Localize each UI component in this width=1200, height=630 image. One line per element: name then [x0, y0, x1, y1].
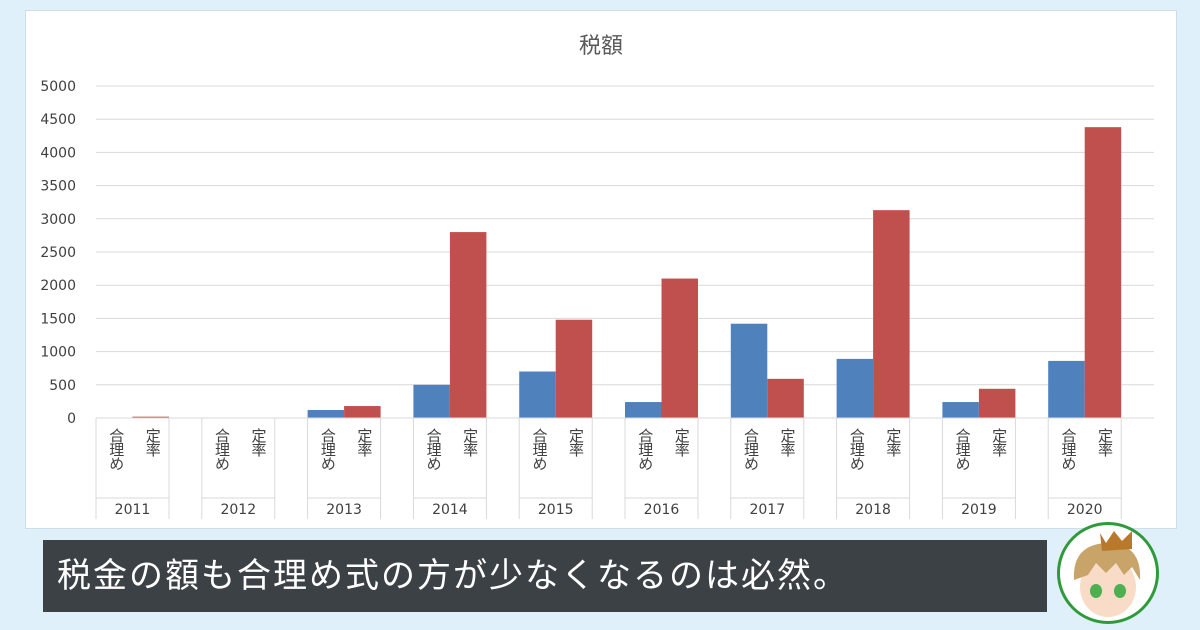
x-series-label: 定率: [1096, 428, 1114, 457]
x-category-label: 2017: [749, 502, 785, 518]
x-series-label: 定率: [461, 428, 479, 457]
bar-2014-合理め: [413, 384, 450, 418]
y-tick-label: 2500: [40, 245, 76, 261]
bar-2011-定率: [132, 416, 169, 418]
y-tick-label: 3500: [40, 179, 76, 195]
bar-2019-合理め: [942, 402, 979, 418]
x-category-label: 2014: [432, 502, 468, 518]
bar-chart: 税額 0 500 1000 1500 2000 2500 3000 3500 4000 4500 5…: [40, 34, 1154, 519]
bar-2020-定率: [1084, 127, 1122, 418]
bar-2015-合理め: [519, 371, 556, 418]
x-series-label: 定率: [355, 428, 373, 457]
x-series-label: 定率: [144, 428, 162, 457]
x-category-label: 2012: [220, 502, 256, 518]
x-series-label: 定率: [567, 428, 585, 457]
x-series-label: 定率: [673, 428, 691, 457]
x-series-label: 定率: [250, 428, 268, 457]
y-tick-label: 4000: [40, 145, 76, 161]
bar-2013-定率: [344, 406, 381, 418]
y-tick-label: 5000: [40, 79, 76, 95]
x-category-label: 2020: [1067, 502, 1103, 518]
chart-panel: 税額 0 500 1000 1500 2000 2500 3000 3500 4000 4500 5…: [25, 10, 1177, 529]
caption-banner: 税金の額も合理め式の方が少なくなるのは必然。: [43, 540, 1047, 612]
y-tick-label: 3000: [40, 212, 76, 228]
y-tick-label: 4500: [40, 112, 76, 128]
x-series-label: 合理め: [213, 428, 231, 471]
bar-2018-合理め: [836, 358, 874, 418]
y-tick-label: 2000: [40, 278, 76, 294]
chart-title: 税額: [579, 34, 623, 59]
x-category-label: 2018: [855, 502, 891, 518]
bar-2017-定率: [767, 378, 804, 418]
x-category-label: 2013: [326, 502, 362, 518]
bar-2014-定率: [449, 232, 487, 418]
bar-2019-定率: [978, 388, 1016, 418]
y-tick-label: 1500: [40, 311, 76, 327]
x-series-label: 合理め: [107, 428, 125, 471]
y-tick-label: 0: [67, 411, 76, 427]
x-series-label: 合理め: [425, 428, 443, 471]
x-category-label: 2016: [644, 502, 680, 518]
bar-2016-合理め: [625, 402, 662, 418]
x-series-label: 合理め: [1059, 428, 1077, 471]
x-series-label: 合理め: [848, 428, 866, 471]
bar-2016-定率: [661, 278, 698, 418]
x-series-label: 合理め: [530, 428, 548, 471]
x-series-label: 合理め: [636, 428, 654, 471]
x-series-label: 合理め: [742, 428, 760, 471]
x-series-label: 定率: [779, 428, 797, 457]
x-series-label: 定率: [884, 428, 902, 457]
x-series-label: 合理め: [319, 428, 337, 471]
bar-2018-定率: [873, 210, 910, 418]
y-tick-label: 500: [49, 378, 76, 394]
x-series-label: 定率: [990, 428, 1008, 457]
bar-2015-定率: [555, 319, 593, 418]
bar-2017-合理め: [730, 323, 768, 418]
x-category-label: 2011: [115, 502, 151, 518]
x-category-label: 2019: [961, 502, 997, 518]
crowned-character-avatar-icon: [1057, 522, 1159, 624]
x-category-label: 2015: [538, 502, 574, 518]
y-tick-label: 1000: [40, 345, 76, 361]
x-series-label: 合理め: [954, 428, 972, 471]
bar-2013-合理め: [307, 410, 345, 418]
bar-2020-合理め: [1048, 360, 1085, 418]
